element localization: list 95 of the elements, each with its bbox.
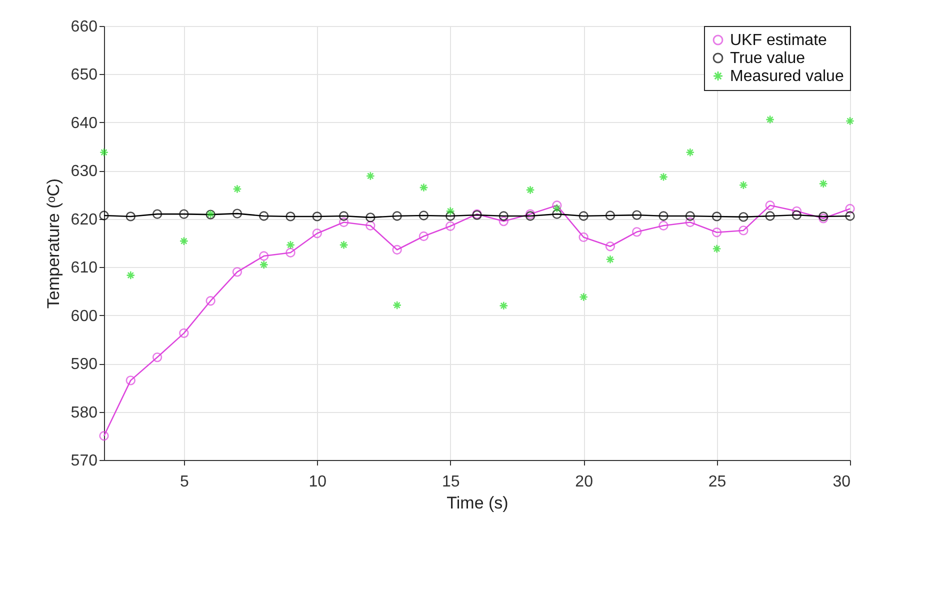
y-tick-label: 580 [70,404,98,422]
point [738,180,748,190]
y-tick-label: 630 [70,163,98,180]
point [286,248,296,258]
point [526,185,535,194]
point [685,217,695,228]
point [232,184,242,194]
point [338,211,349,221]
point [498,216,508,226]
point [179,209,189,219]
x-tick-label: 5 [180,474,189,490]
point [552,204,562,213]
point [686,148,695,157]
point [499,301,508,310]
point [446,206,455,216]
y-tick-label: 570 [70,452,98,470]
point [658,172,668,182]
point [232,267,242,277]
point [312,212,322,222]
y-tick-label: 590 [70,356,98,374]
y-axis-title: Temperature (ᵒC) [44,178,63,309]
point [126,212,136,222]
point [605,210,616,220]
x-tick-label: 20 [575,474,594,490]
point [179,328,189,338]
point [206,296,216,306]
point [286,240,296,250]
point [418,231,429,242]
point [418,210,429,220]
point [632,227,642,237]
x-axis-title: Time (s) [446,494,508,512]
x-tick-label: 10 [308,474,327,490]
point [498,211,508,221]
point [578,232,588,242]
point [232,208,242,218]
point [419,183,428,192]
point [338,217,349,228]
point [605,242,616,252]
y-tick-label: 620 [70,211,98,228]
point [366,220,376,230]
point [99,148,109,157]
point [259,251,269,261]
point [738,212,748,222]
point [792,210,802,220]
point [845,204,855,214]
point [552,200,562,210]
point [658,220,668,230]
y-tick-label: 660 [70,18,98,36]
point [286,212,296,222]
point [818,179,828,188]
point [712,212,722,222]
legend-label: Measured value [730,68,844,85]
point [606,254,615,264]
point [765,200,775,210]
point [366,212,376,222]
point [446,211,456,221]
y-tick-label: 600 [70,308,98,325]
point [552,209,562,219]
point [658,211,668,221]
point [339,240,348,250]
point [152,352,162,362]
point [632,210,642,220]
point [366,171,375,180]
point [392,211,402,221]
point [579,292,588,302]
point [99,431,109,441]
x-tick-label: 25 [708,474,726,490]
y-tick-label: 610 [70,260,98,277]
y-tick-label: 640 [70,114,98,132]
point [765,211,775,221]
point [738,226,748,236]
legend-label: UKF estimate [730,32,828,49]
point [126,376,136,386]
point [712,228,722,238]
point [99,210,109,220]
point [259,260,268,270]
point [766,115,775,124]
point [845,116,855,126]
point [712,244,722,254]
point [259,211,269,221]
point [392,300,402,310]
point [446,221,456,231]
point [792,206,802,216]
point [685,211,695,221]
point [152,209,162,219]
point [392,244,402,255]
x-tick-label: 15 [442,474,460,490]
point [179,236,188,246]
point [126,270,136,280]
point [578,211,588,221]
x-tick-label: 30 [832,474,851,490]
point [312,228,322,238]
legend-label: True value [730,50,806,67]
point [845,211,855,221]
y-tick-label: 650 [70,66,98,84]
